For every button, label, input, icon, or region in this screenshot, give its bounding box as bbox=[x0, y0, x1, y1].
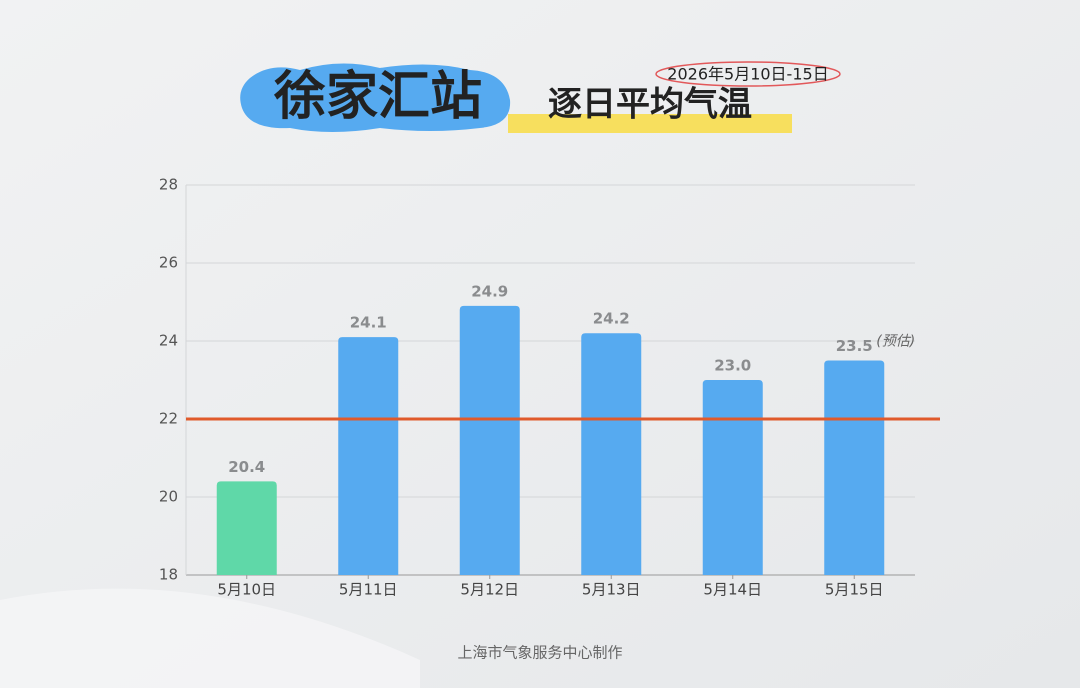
bar bbox=[216, 481, 277, 575]
x-tick-label: 5月14日 bbox=[703, 581, 762, 599]
value-label: 20.4 bbox=[228, 458, 265, 476]
y-tick-label: 20 bbox=[159, 488, 178, 506]
value-label: 24.1 bbox=[350, 314, 387, 332]
date-range: 2026年5月10日-15日 bbox=[667, 65, 828, 84]
value-label: 24.2 bbox=[593, 310, 630, 328]
y-tick-label: 18 bbox=[159, 566, 178, 584]
x-tick-label: 5月13日 bbox=[582, 581, 641, 599]
x-tick-label: 5月11日 bbox=[339, 581, 398, 599]
title-brush bbox=[240, 63, 511, 132]
y-tick-label: 26 bbox=[159, 254, 178, 272]
x-tick-label: 5月10日 bbox=[217, 581, 276, 599]
value-label: 23.5 bbox=[836, 337, 873, 355]
value-label: 23.0 bbox=[714, 357, 751, 375]
bar bbox=[459, 305, 520, 575]
value-label: 24.9 bbox=[471, 282, 508, 300]
annotation: (预估) bbox=[876, 334, 915, 350]
bar bbox=[581, 333, 642, 575]
subtitle-highlight bbox=[508, 114, 792, 133]
date-circle bbox=[655, 61, 841, 87]
x-tick-label: 5月15日 bbox=[825, 581, 884, 599]
footer: 上海市气象服务中心制作 bbox=[457, 644, 622, 662]
bar bbox=[702, 380, 763, 575]
y-tick-label: 22 bbox=[159, 410, 178, 428]
chart-subtitle: 逐日平均气温 bbox=[548, 85, 752, 125]
x-tick-label: 5月12日 bbox=[460, 581, 519, 599]
chart-title: 徐家汇站 bbox=[273, 67, 482, 127]
y-tick-label: 28 bbox=[159, 176, 178, 194]
decoration bbox=[0, 588, 420, 688]
bar bbox=[338, 337, 399, 575]
y-tick-label: 24 bbox=[159, 332, 178, 350]
bar bbox=[824, 360, 885, 575]
